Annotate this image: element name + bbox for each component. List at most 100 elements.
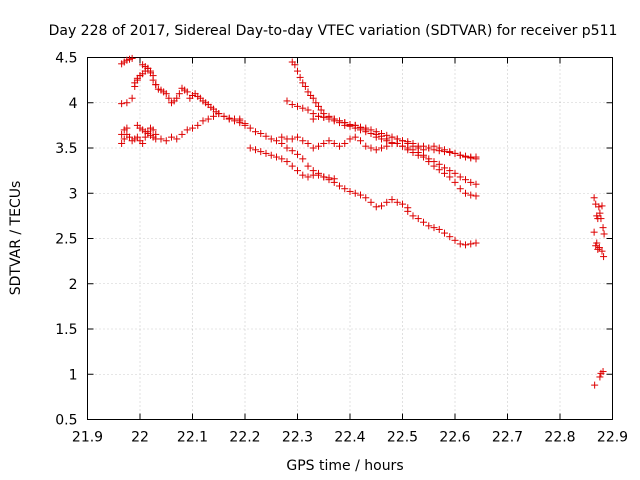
data-point xyxy=(409,212,417,220)
data-point xyxy=(404,139,412,147)
data-point xyxy=(420,146,427,154)
data-point xyxy=(139,139,147,147)
data-point xyxy=(267,135,275,143)
data-point xyxy=(435,166,443,174)
data-point xyxy=(165,94,173,102)
y-tick-label: 4.5 xyxy=(55,51,77,67)
y-tick-label: 1 xyxy=(69,367,78,383)
grid xyxy=(87,57,613,420)
data-point xyxy=(336,142,343,150)
data-point xyxy=(472,180,480,188)
data-point xyxy=(273,137,280,145)
data-point xyxy=(451,178,459,186)
data-point xyxy=(296,73,304,81)
data-point xyxy=(301,82,309,90)
data-point xyxy=(304,162,312,170)
data-point xyxy=(446,148,454,156)
data-point xyxy=(430,162,438,170)
data-point xyxy=(120,135,128,143)
x-tick-label: 22.9 xyxy=(597,430,628,446)
data-point xyxy=(299,79,307,87)
data-point xyxy=(283,158,291,166)
data-point xyxy=(409,149,417,157)
data-point xyxy=(456,173,464,181)
data-point xyxy=(404,207,412,215)
data-point xyxy=(383,198,391,206)
data-point xyxy=(446,233,454,241)
y-tick-label: 2.5 xyxy=(55,232,77,248)
data-point xyxy=(325,115,333,123)
data-point xyxy=(252,146,259,154)
data-point xyxy=(123,124,131,132)
data-point xyxy=(304,88,312,96)
data-point xyxy=(317,106,325,114)
data-point xyxy=(210,112,217,120)
data-point xyxy=(425,144,433,152)
data-point xyxy=(246,124,254,132)
data-point xyxy=(162,90,170,98)
x-axis-label: GPS time / hours xyxy=(286,458,403,474)
data-point xyxy=(320,139,328,147)
data-point xyxy=(462,176,469,184)
data-point xyxy=(294,67,301,75)
data-point xyxy=(220,112,228,120)
data-point xyxy=(388,196,396,204)
data-point xyxy=(456,185,464,193)
data-point xyxy=(591,381,599,389)
data-point xyxy=(325,137,333,145)
x-tick-label: 22.5 xyxy=(387,430,418,446)
data-point xyxy=(194,121,202,129)
data-point xyxy=(598,202,606,210)
data-point xyxy=(267,151,275,159)
data-point xyxy=(378,144,385,152)
data-point xyxy=(133,76,141,84)
data-point xyxy=(341,121,349,129)
data-point xyxy=(467,154,475,162)
data-point xyxy=(183,126,191,134)
data-point xyxy=(441,169,448,177)
data-point xyxy=(315,102,322,110)
data-point xyxy=(372,146,380,154)
data-point xyxy=(178,130,186,138)
data-point xyxy=(462,189,469,197)
x-tick-label: 22.8 xyxy=(544,430,575,446)
data-point xyxy=(118,139,126,147)
data-point xyxy=(315,142,322,150)
data-point xyxy=(133,133,141,141)
data-point xyxy=(367,144,375,152)
data-point xyxy=(262,132,270,140)
data-point xyxy=(362,142,370,150)
data-point xyxy=(336,182,343,190)
data-point xyxy=(199,117,207,125)
data-point xyxy=(414,215,422,223)
data-point xyxy=(441,146,448,154)
data-point xyxy=(590,228,598,236)
y-tick-label: 2 xyxy=(69,277,78,293)
data-point xyxy=(288,147,296,155)
data-point xyxy=(225,115,233,123)
data-point xyxy=(451,169,459,177)
data-point xyxy=(299,104,307,112)
data-point xyxy=(446,167,454,175)
data-point xyxy=(472,192,480,200)
y-tick-labels: 0.5 1 1.5 2 2.5 3 3.5 4 4.5 xyxy=(55,51,77,429)
data-point xyxy=(278,133,286,141)
data-point xyxy=(414,144,422,152)
data-point xyxy=(189,124,196,132)
data-point xyxy=(399,200,406,208)
data-point xyxy=(252,128,259,136)
data-point xyxy=(441,229,448,237)
data-point xyxy=(299,171,307,179)
data-point xyxy=(420,218,427,226)
data-point xyxy=(367,130,375,138)
data-point xyxy=(215,110,223,118)
data-point xyxy=(599,224,607,232)
data-point xyxy=(173,94,181,102)
y-tick-label: 3.5 xyxy=(55,141,77,157)
data-point xyxy=(123,99,131,107)
data-point xyxy=(378,202,385,210)
x-tick-label: 22 xyxy=(131,430,149,446)
data-point xyxy=(288,162,296,170)
x-tick-label: 22.1 xyxy=(177,430,208,446)
